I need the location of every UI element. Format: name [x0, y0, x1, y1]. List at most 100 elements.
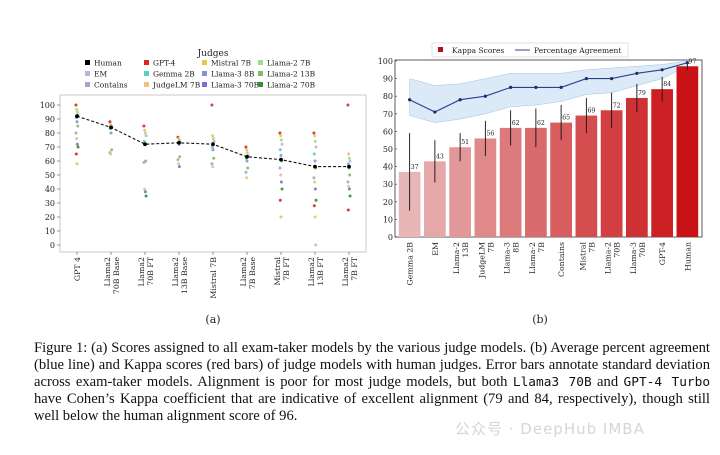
legend-label-6: Llama-3 8B: [211, 70, 255, 79]
judge-point-8-6: [348, 173, 352, 177]
a-xtick-label-line-6-0: Mistral: [273, 256, 282, 285]
panel-b-y-axis: 0 10 20 30 40 50 60 70 80 90 100: [378, 57, 397, 242]
judge-point-6-9: [279, 180, 283, 184]
caption-code-gpt4turbo: GPT-4 Turbo: [623, 375, 711, 390]
human-point-7: [313, 164, 317, 169]
judge-point-7-0: [312, 131, 316, 135]
legend-swatch-10: [202, 82, 207, 87]
caption-text-1: Figure 1: (a) Scores assigned to all exa…: [34, 340, 710, 390]
judge-point-0-2: [75, 110, 79, 114]
human-point-4: [211, 142, 215, 147]
human-point-6: [279, 157, 283, 162]
a-xtick-label-line-8-0: Llama2: [341, 257, 350, 286]
a-xtick-label-0: GPT 4: [73, 257, 82, 281]
b-xtick-label-line-11-0: Human: [683, 242, 692, 271]
b-ytick-label-70: 70: [383, 110, 393, 119]
judge-point-4-5: [211, 148, 215, 152]
b-ytick-label-80: 80: [383, 92, 393, 101]
judge-point-0-12: [75, 162, 79, 166]
judge-point-6-4: [278, 148, 282, 152]
legend-label-1: GPT-4: [153, 59, 176, 68]
judge-point-0-6: [76, 124, 80, 128]
b-xtick-label-line-2-0: Llama-2: [452, 242, 461, 274]
judge-point-6-1: [279, 134, 283, 138]
judge-point-5-0: [244, 145, 248, 149]
judge-point-2-10: [144, 194, 148, 198]
judge-point-6-2: [279, 138, 283, 142]
kappa-bar-10: [651, 89, 673, 237]
b-xtick-label-line-3-1: 7B: [486, 242, 495, 253]
judge-point-4-3: [212, 139, 216, 143]
judge-point-2-3: [144, 134, 148, 138]
kappa-bar-3: [474, 138, 497, 237]
legend-swatch-9: [144, 82, 149, 87]
judge-point-8-7: [346, 180, 350, 184]
agreement-point-7: [584, 77, 588, 81]
b-ytick-label-20: 20: [383, 198, 393, 207]
legend-swatch-1: [144, 60, 149, 65]
kappa-value-1: 43: [436, 153, 444, 160]
panel-b-x-axis: Gemma 2B EM Llama-213B JudgeLM7B Llama-38B Ll…: [406, 241, 693, 285]
judge-point-0-5: [75, 120, 79, 124]
b-xtick-label-4: Llama-38B: [503, 242, 521, 274]
judge-point-6-5: [279, 153, 283, 157]
judge-point-2-8: [143, 187, 147, 191]
judge-point-5-2: [245, 151, 249, 155]
b-xtick-label-line-3-0: JudgeLM: [477, 242, 486, 279]
judge-point-0-8: [75, 137, 79, 141]
judge-point-8-2: [347, 156, 351, 160]
kappa-value-5: 62: [537, 120, 545, 127]
a-xtick-label-4: Mistral 7B: [209, 257, 218, 299]
kappa-value-2: 51: [461, 139, 469, 146]
legend-swatch-2: [202, 60, 207, 65]
judge-point-1-6: [110, 148, 114, 152]
b-xtick-label-2: Llama-213B: [452, 242, 470, 274]
kappa-bar-8: [600, 110, 623, 237]
b-xtick-label-5: Llama-27B: [528, 242, 546, 274]
b-xtick-label-line-8-1: 70B: [613, 242, 622, 258]
kappa-value-3: 56: [486, 130, 494, 137]
kappa-value-9: 79: [638, 90, 646, 97]
kappa-bar-6: [550, 122, 572, 237]
judge-point-5-1: [245, 148, 249, 152]
b-xtick-label-line-2-1: 13B: [461, 242, 470, 258]
legend-label-2: Mistral 7B: [211, 59, 252, 68]
b-xtick-label-line-10-0: GPT-4: [658, 242, 667, 265]
judge-point-2-0: [142, 124, 146, 128]
b-xtick-label-line-9-1: 70B: [638, 242, 647, 258]
b-xtick-label-line-4-0: Llama-3: [503, 242, 512, 274]
judge-point-7-1: [313, 134, 317, 138]
judge-point-2-9: [143, 190, 147, 194]
legend-swatch-3: [258, 60, 263, 65]
judge-point-7-9: [313, 187, 317, 191]
legend-label-10: Llama-3 70B: [211, 81, 260, 90]
judge-point-0-10: [76, 145, 80, 149]
judge-point-7-13: [314, 243, 318, 247]
legend-label-11: Llama-2 70B: [267, 81, 316, 90]
kappa-value-11: 97: [688, 58, 696, 65]
agreement-point-4: [509, 85, 513, 89]
judge-point-4-2: [211, 137, 215, 141]
b-ytick-label-30: 30: [383, 180, 393, 189]
a-xtick-label-line-6-1: 7B FT: [282, 256, 291, 281]
a-xtick-label-line-0-0: GPT 4: [73, 257, 82, 281]
judge-point-7-7: [312, 176, 316, 180]
a-xtick-label-5: Llama27B Base: [239, 257, 257, 290]
judge-point-4-8: [211, 165, 215, 169]
judge-point-5-5: [245, 159, 249, 163]
agreement-point-6: [559, 85, 563, 89]
judge-point-7-8: [313, 180, 317, 184]
a-xtick-label-3: Llama213B Base: [171, 257, 189, 295]
b-xtick-label-7: Mistral7B: [578, 241, 596, 270]
a-xtick-label-line-2-1: 70B FT: [146, 256, 155, 286]
kappa-bar-11: [676, 66, 699, 237]
a-xtick-label-8: Llama27B FT: [341, 256, 359, 286]
panel-b-plot-frame: [394, 59, 703, 238]
agreement-point-11: [685, 61, 689, 65]
kappa-legend-swatch: [438, 47, 443, 52]
judge-point-3-6: [178, 155, 182, 159]
b-xtick-label-line-7-1: 7B: [587, 242, 596, 253]
judge-point-1-8: [109, 152, 113, 156]
panel-a-legend-title: Judges: [197, 49, 229, 59]
